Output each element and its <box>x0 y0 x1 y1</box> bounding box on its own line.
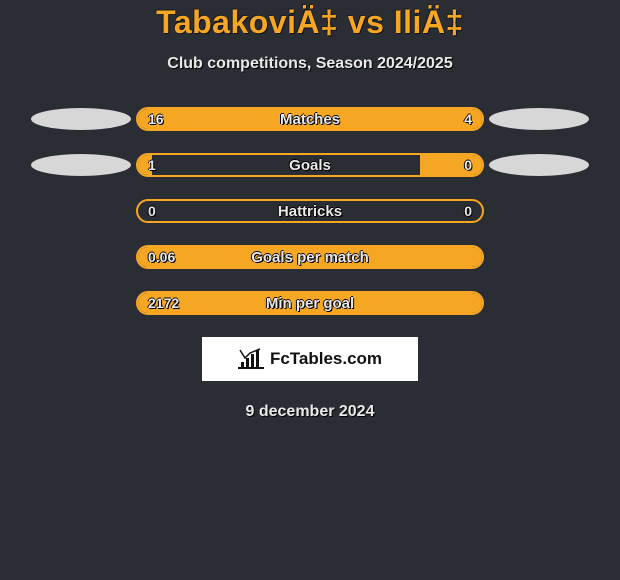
branding-badge[interactable]: FcTables.com <box>202 337 418 381</box>
player-right-marker <box>484 153 594 177</box>
ellipse-icon <box>489 108 589 130</box>
branding-text: FcTables.com <box>270 349 382 369</box>
player-left-marker <box>26 153 136 177</box>
stat-label: Min per goal <box>138 293 482 313</box>
footer-date: 9 december 2024 <box>0 403 620 421</box>
stat-label: Goals <box>138 155 482 175</box>
stat-row-hattricks: 0Hattricks0 <box>0 199 620 223</box>
stat-bar-goals-per-match: 0.06Goals per match <box>136 245 484 269</box>
page-title: TabakoviÄ‡ vs IliÄ‡ <box>0 4 620 41</box>
stat-row-goals-per-match: 0.06Goals per match <box>0 245 620 269</box>
ellipse-icon <box>31 108 131 130</box>
stat-row-matches: 16Matches4 <box>0 107 620 131</box>
player-right-marker <box>484 245 594 269</box>
stat-row-min-per-goal: 2172Min per goal <box>0 291 620 315</box>
stat-bar-goals: 1Goals0 <box>136 153 484 177</box>
stat-label: Matches <box>138 109 482 129</box>
player-right-marker <box>484 199 594 223</box>
bar-chart-icon <box>238 348 264 370</box>
ellipse-icon <box>489 154 589 176</box>
player-right-marker <box>484 107 594 131</box>
stat-bar-min-per-goal: 2172Min per goal <box>136 291 484 315</box>
value-right: 0 <box>464 201 472 221</box>
player-left-marker <box>26 199 136 223</box>
player-right-marker <box>484 291 594 315</box>
subtitle: Club competitions, Season 2024/2025 <box>0 55 620 73</box>
stat-label: Goals per match <box>138 247 482 267</box>
value-right: 0 <box>464 155 472 175</box>
player-left-marker <box>26 245 136 269</box>
player-left-marker <box>26 291 136 315</box>
stats-rows: 16Matches41Goals00Hattricks00.06Goals pe… <box>0 107 620 315</box>
player-left-marker <box>26 107 136 131</box>
stat-bar-hattricks: 0Hattricks0 <box>136 199 484 223</box>
stat-label: Hattricks <box>138 201 482 221</box>
stat-bar-matches: 16Matches4 <box>136 107 484 131</box>
stat-row-goals: 1Goals0 <box>0 153 620 177</box>
comparison-widget: TabakoviÄ‡ vs IliÄ‡ Club competitions, S… <box>0 0 620 421</box>
ellipse-icon <box>31 154 131 176</box>
value-right: 4 <box>464 109 472 129</box>
